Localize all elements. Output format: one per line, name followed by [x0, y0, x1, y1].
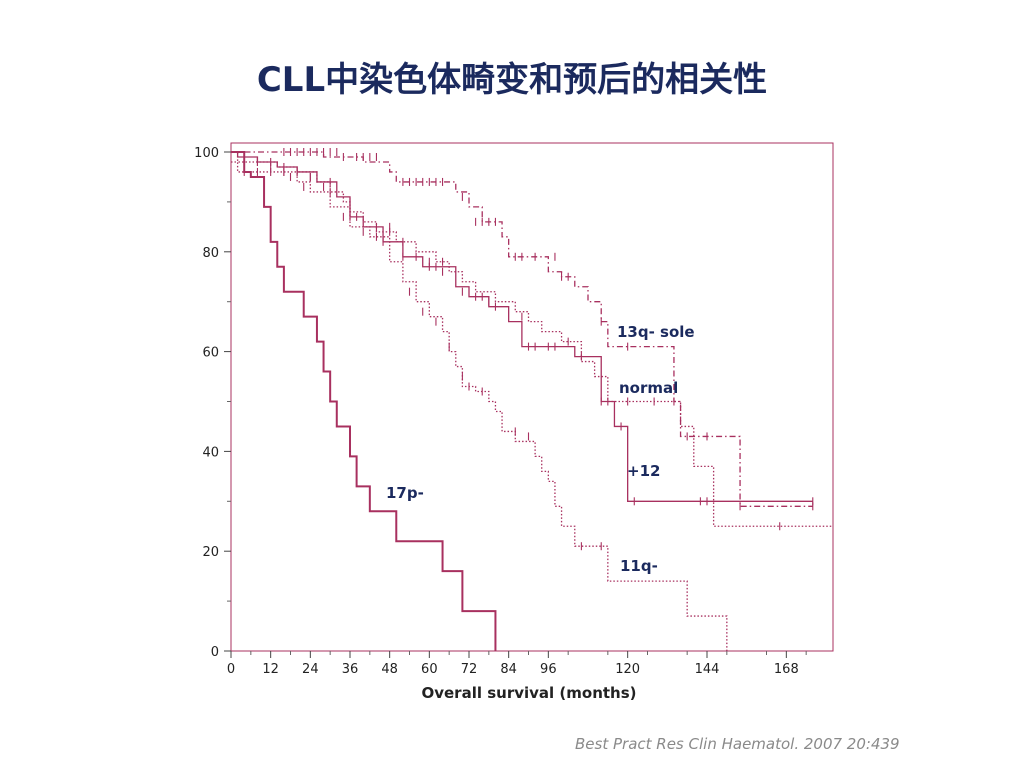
x-tick-label: 48 [381, 662, 398, 677]
survival-curve-normal [231, 151, 833, 527]
x-tick-label: 168 [774, 662, 799, 677]
x-tick-label: 0 [227, 662, 235, 677]
x-tick-label: 144 [695, 662, 720, 677]
x-axis-label: Overall survival (months) [421, 684, 636, 702]
curve-label-11q: 11q- [620, 557, 658, 575]
survival-curve-12 [231, 151, 813, 502]
y-tick-label: 40 [202, 445, 219, 460]
x-tick-label: 72 [461, 662, 478, 677]
y-tick-label: 80 [202, 246, 219, 261]
x-tick-label: 12 [262, 662, 279, 677]
curve-label-13q-sole: 13q- sole [617, 323, 695, 341]
survival-curve-17p [231, 151, 497, 651]
curve-label-normal: normal [619, 379, 678, 397]
axes: 0 12 24 36 48 60 72 84 96 120 144 168 0 20 40 60 80 100 [194, 146, 807, 677]
plot-frame [230, 142, 834, 652]
curves [231, 148, 833, 651]
x-tick-label: 24 [302, 662, 319, 677]
x-tick-label: 60 [421, 662, 438, 677]
x-tick-label: 36 [342, 662, 359, 677]
curve-label-12: +12 [627, 462, 660, 480]
survival-curve-11q [231, 161, 728, 651]
curve-labels: 13q- sole normal +12 17p- 11q- [386, 323, 695, 575]
x-tick-label: 120 [615, 662, 640, 677]
curve-label-17p: 17p- [386, 484, 424, 502]
x-tick-label: 96 [540, 662, 557, 677]
y-tick-label: 20 [202, 545, 219, 560]
x-tick-label: 84 [500, 662, 517, 677]
citation: Best Pract Res Clin Haematol. 2007 20:43… [575, 735, 900, 753]
y-tick-label: 0 [211, 645, 219, 660]
y-tick-label: 60 [202, 346, 219, 361]
slide-title: CLL中染色体畸变和预后的相关性 [256, 60, 768, 100]
y-tick-label: 100 [194, 146, 219, 161]
